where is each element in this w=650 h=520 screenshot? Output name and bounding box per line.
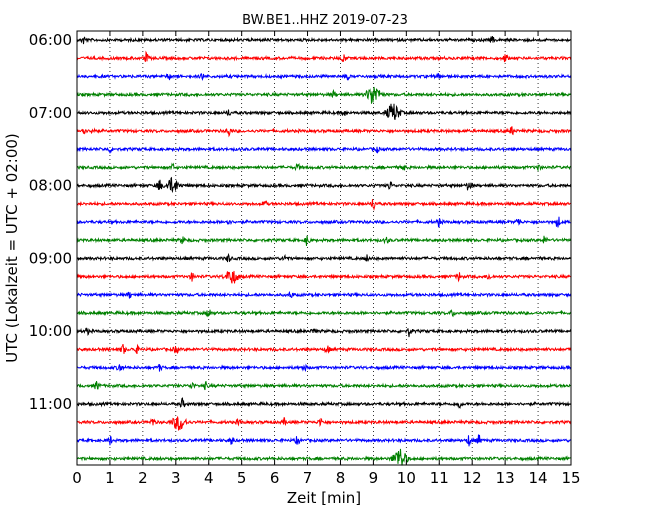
x-tick-label: 11 bbox=[430, 469, 449, 487]
x-tick-label: 8 bbox=[336, 469, 346, 487]
x-tick-label: 6 bbox=[270, 469, 280, 487]
plot-frame bbox=[76, 30, 572, 466]
x-tick-label: 0 bbox=[72, 469, 82, 487]
x-tick-label: 1 bbox=[105, 469, 115, 487]
x-tick-label: 2 bbox=[138, 469, 148, 487]
trace-line bbox=[76, 309, 572, 318]
trace-line bbox=[76, 216, 572, 228]
chart-title: BW.BE1..HHZ 2019-07-23 bbox=[242, 13, 408, 28]
y-tick-label: 11:00 bbox=[29, 395, 72, 413]
trace-line bbox=[76, 380, 572, 391]
trace-line bbox=[76, 448, 572, 466]
x-tick-label: 3 bbox=[171, 469, 181, 487]
trace-line bbox=[76, 36, 572, 45]
grid-lines bbox=[109, 31, 539, 465]
trace-line bbox=[76, 363, 572, 373]
trace-line bbox=[76, 397, 572, 410]
x-tick-label: 9 bbox=[369, 469, 379, 487]
trace-line bbox=[76, 86, 572, 104]
trace-line bbox=[76, 416, 572, 431]
traces bbox=[76, 36, 572, 466]
trace-line bbox=[76, 103, 572, 120]
x-tick-label: 15 bbox=[561, 469, 580, 487]
trace-line bbox=[76, 145, 572, 154]
x-ticks: 0 1 2 3 4 5 6 7 8 9 10 11 12 13 14 15 bbox=[72, 31, 581, 487]
trace-line bbox=[76, 270, 572, 284]
trace-line bbox=[76, 162, 572, 173]
y-ticks: 06:00 07:00 08:00 09:00 10:00 11:00 bbox=[29, 31, 571, 413]
trace-line bbox=[76, 252, 572, 263]
trace-line bbox=[76, 434, 572, 447]
trace-line bbox=[76, 176, 572, 194]
y-tick-label: 06:00 bbox=[29, 31, 72, 49]
trace-line bbox=[76, 199, 572, 211]
y-tick-label: 07:00 bbox=[29, 104, 72, 122]
x-axis-label: Zeit [min] bbox=[287, 489, 361, 507]
y-tick-label: 09:00 bbox=[29, 249, 72, 267]
trace-line bbox=[76, 126, 572, 138]
trace-line bbox=[76, 235, 572, 246]
y-tick-label: 08:00 bbox=[29, 177, 72, 195]
trace-line bbox=[76, 50, 572, 63]
y-tick-label: 10:00 bbox=[29, 322, 72, 340]
x-tick-label: 13 bbox=[496, 469, 515, 487]
trace-line bbox=[76, 327, 572, 338]
x-tick-label: 5 bbox=[237, 469, 247, 487]
x-tick-label: 4 bbox=[204, 469, 214, 487]
x-tick-label: 12 bbox=[463, 469, 482, 487]
x-tick-label: 10 bbox=[397, 469, 416, 487]
x-tick-label: 7 bbox=[303, 469, 313, 487]
y-axis-label: UTC (Lokalzeit = UTC + 02:00) bbox=[3, 133, 21, 363]
trace-line bbox=[76, 290, 572, 299]
x-tick-label: 14 bbox=[529, 469, 548, 487]
trace-line bbox=[76, 343, 572, 355]
trace-line bbox=[76, 72, 572, 82]
